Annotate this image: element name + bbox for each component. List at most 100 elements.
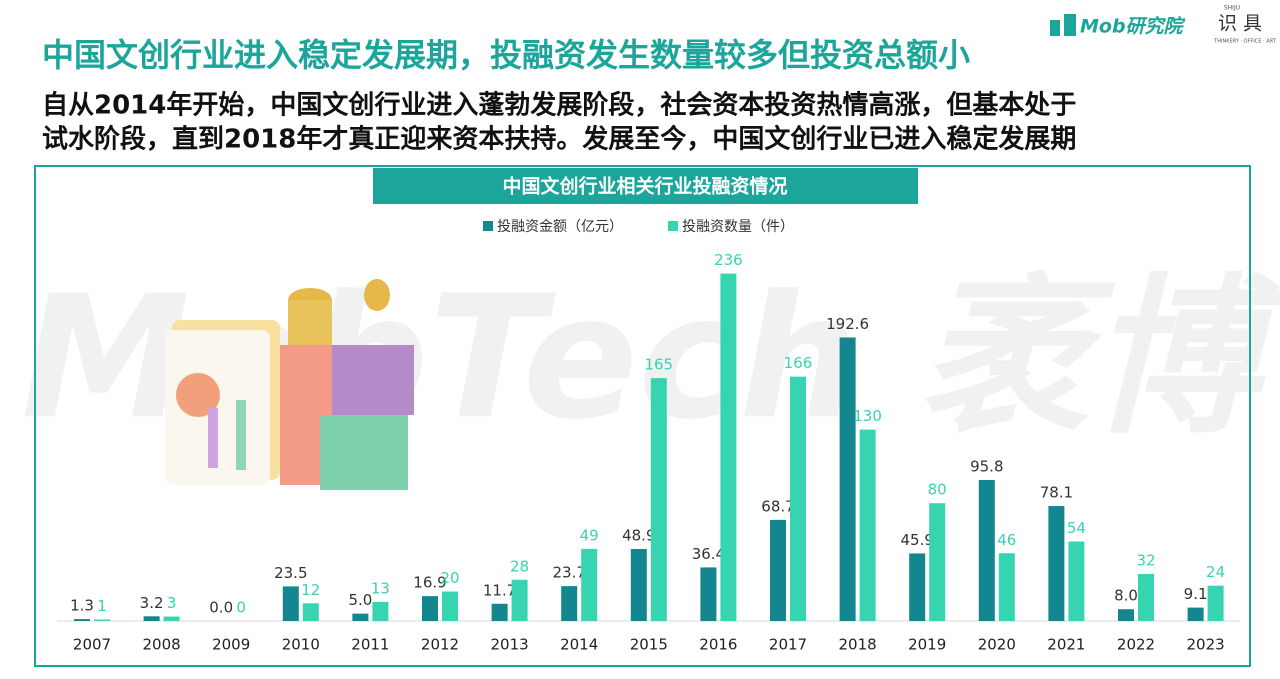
bar	[859, 429, 876, 621]
subtitle: 自从2014年开始，中国文创行业进入蓬勃发展阶段，社会资本投资热情高涨，但基本处…	[42, 90, 1076, 121]
value-label: 9.1	[1184, 585, 1208, 603]
value-label: 46	[997, 531, 1016, 549]
value-label: 13	[371, 579, 390, 597]
bar	[720, 273, 737, 621]
value-label: 80	[928, 481, 947, 499]
subtitle: 试水阶段，直到2018年才真正迎来资本扶持。发展至今，中国文创行业已进入稳定发展…	[42, 124, 1076, 155]
bar	[94, 619, 110, 621]
x-tick-label: 2021	[1047, 636, 1085, 654]
value-label: 166	[784, 354, 813, 372]
value-label: 1.3	[70, 597, 94, 615]
x-tick-label: 2020	[978, 636, 1016, 654]
value-label: 95.8	[970, 457, 1003, 475]
logo-icon	[1050, 20, 1060, 36]
bar	[442, 591, 458, 621]
bar	[561, 586, 578, 621]
value-label: 5.0	[348, 591, 372, 609]
bar	[929, 503, 946, 621]
value-label: 45.9	[900, 531, 933, 549]
value-label: 32	[1136, 551, 1155, 569]
x-tick-label: 2017	[769, 636, 807, 654]
logo: Mob研究院	[1080, 16, 1186, 38]
bar	[372, 601, 389, 621]
x-tick-label: 2018	[839, 636, 877, 654]
legend-marker	[483, 221, 493, 231]
value-label: 78.1	[1040, 484, 1073, 502]
bar	[700, 567, 717, 621]
brand: 识 具	[1218, 13, 1262, 35]
x-tick-label: 2013	[491, 636, 529, 654]
chart-title-bar	[373, 168, 918, 204]
x-tick-label: 2023	[1187, 636, 1225, 654]
bar	[650, 378, 667, 621]
bar	[302, 603, 319, 621]
value-label: 3.2	[140, 594, 164, 612]
bar	[581, 548, 598, 621]
value-label: 8.0	[1114, 587, 1138, 605]
value-label: 49	[580, 526, 599, 544]
illustration	[165, 279, 414, 490]
x-tick-label: 2011	[351, 636, 389, 654]
brand-sub: THINKERY · OFFICE · ART	[1213, 39, 1277, 45]
bar	[1118, 609, 1134, 621]
bar	[1138, 573, 1154, 621]
x-tick-label: 2022	[1117, 636, 1155, 654]
legend-marker	[668, 221, 678, 231]
bar	[1068, 541, 1085, 621]
bar	[163, 616, 180, 621]
brand-top: SHIJU	[1224, 5, 1240, 12]
value-label: 12	[301, 581, 320, 599]
bar	[790, 376, 806, 621]
bar	[422, 596, 438, 621]
logo-icon	[1064, 14, 1076, 36]
bar	[1048, 506, 1065, 621]
value-label: 36.4	[692, 545, 725, 563]
bar	[770, 519, 786, 621]
value-label: 28	[510, 557, 529, 575]
value-label: 23.7	[552, 564, 585, 582]
chart-frame	[34, 165, 1251, 667]
bar	[1187, 607, 1204, 621]
x-tick-label: 2009	[212, 636, 250, 654]
value-label: 16.9	[413, 574, 446, 592]
bar	[630, 549, 647, 621]
x-tick-label: 2015	[630, 636, 668, 654]
bar	[282, 586, 299, 621]
x-tick-label: 2010	[282, 636, 320, 654]
title: 中国文创行业进入稳定发展期，投融资发生数量较多但投资总额小	[42, 36, 970, 74]
bar	[978, 479, 995, 621]
value-label: 0	[236, 599, 246, 617]
bar	[998, 553, 1015, 621]
value-label: 24	[1206, 563, 1225, 581]
x-tick-label: 2007	[73, 636, 111, 654]
bar	[143, 616, 160, 621]
x-tick-label: 2016	[699, 636, 737, 654]
bar	[74, 619, 90, 621]
bar	[491, 603, 508, 621]
value-label: 54	[1067, 519, 1086, 537]
bar	[909, 553, 926, 621]
legend-label: 投融资数量（件）	[682, 219, 794, 235]
legend-label: 投融资金额（亿元）	[497, 219, 623, 235]
bar	[839, 337, 856, 621]
value-label: 130	[853, 407, 882, 425]
value-label: 165	[644, 356, 673, 374]
bar	[511, 579, 528, 621]
x-tick-label: 2019	[908, 636, 946, 654]
value-label: 1	[97, 597, 107, 615]
value-label: 48.9	[622, 527, 655, 545]
value-label: 3	[167, 594, 177, 612]
bar	[352, 613, 369, 621]
x-tick-label: 2008	[143, 636, 181, 654]
value-label: 23.5	[274, 564, 307, 582]
value-label: 192.6	[826, 315, 869, 333]
value-label: 20	[440, 569, 459, 587]
value-label: 236	[714, 251, 743, 269]
value-label: 68.7	[761, 497, 794, 515]
x-tick-label: 2014	[560, 636, 598, 654]
bar	[1207, 585, 1224, 621]
x-tick-label: 2012	[421, 636, 459, 654]
chart-title: 中国文创行业相关行业投融资情况	[502, 175, 787, 198]
